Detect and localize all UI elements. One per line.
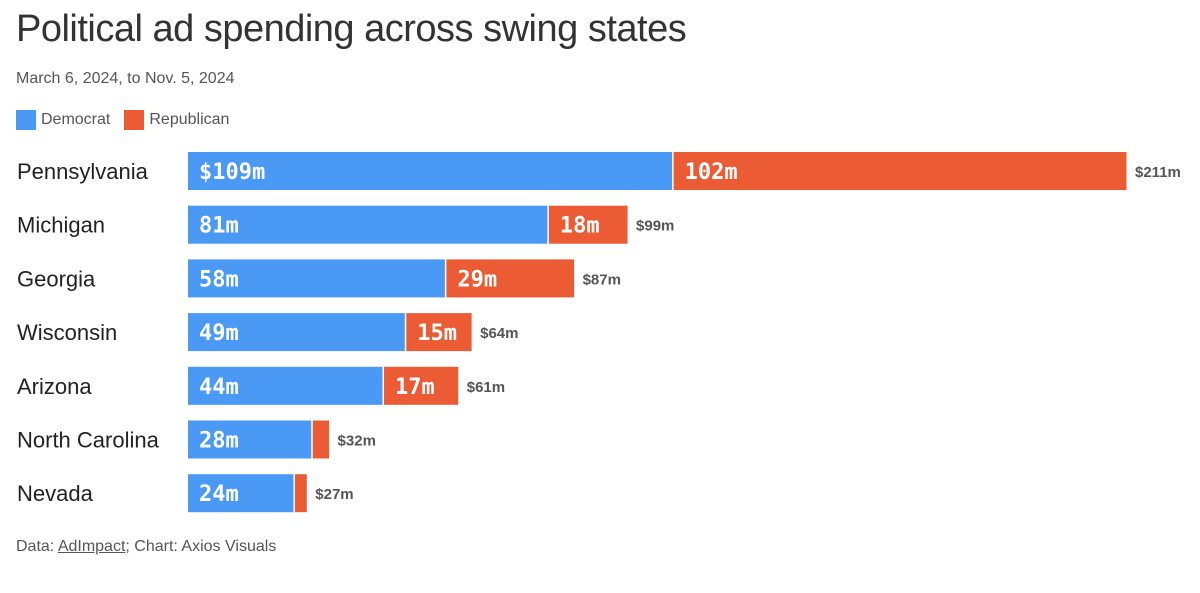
bar-democrat: [188, 259, 445, 298]
bar-value-label: 44m: [199, 375, 239, 400]
bar-republican: [312, 420, 330, 459]
footer: Data: AdImpact; Chart: Axios Visuals: [16, 538, 276, 556]
category-label: Nevada: [17, 481, 94, 506]
bar-republican: [548, 205, 628, 244]
total-label: $211m: [1135, 164, 1181, 181]
legend-item-republican: Republican: [124, 110, 229, 130]
bar-republican: [294, 474, 307, 513]
footer-prefix: Data:: [16, 538, 58, 555]
bar-democrat: [188, 205, 548, 244]
bar-value-label: 15m: [417, 321, 457, 346]
total-label: $27m: [315, 486, 353, 503]
legend-item-democrat: Democrat: [16, 110, 110, 130]
bar-democrat: [188, 420, 312, 459]
bar-republican: [406, 313, 472, 352]
bar-value-label: 81m: [199, 214, 239, 239]
bar-value-label: 29m: [457, 267, 497, 292]
chart-title: Political ad spending across swing state…: [16, 8, 687, 50]
bar-value-label: $109m: [199, 160, 265, 185]
legend-label-republican: Republican: [149, 111, 230, 128]
total-label: $87m: [583, 271, 621, 288]
bar-democrat: [188, 152, 673, 190]
bar-value-label: 18m: [560, 214, 600, 239]
bar-democrat: [188, 366, 383, 405]
footer-suffix: ; Chart: Axios Visuals: [125, 538, 277, 555]
category-label: Wisconsin: [17, 320, 117, 345]
bar-value-label: 49m: [199, 321, 239, 346]
bar-value-label: 17m: [395, 375, 435, 400]
legend-label-democrat: Democrat: [41, 111, 111, 128]
bar-republican: [673, 152, 1127, 190]
category-label: Pennsylvania: [17, 159, 149, 184]
category-label: North Carolina: [17, 428, 160, 453]
total-label: $32m: [338, 433, 376, 450]
bar-republican: [384, 366, 459, 405]
total-label: $64m: [480, 325, 518, 342]
source-link[interactable]: AdImpact: [57, 538, 126, 555]
bar-democrat: [188, 474, 294, 513]
bar-value-label: 28m: [199, 429, 239, 454]
bar-value-label: 102m: [685, 160, 738, 185]
bar-value-label: 24m: [199, 482, 239, 507]
category-label: Michigan: [17, 213, 105, 238]
chart-subtitle: March 6, 2024, to Nov. 5, 2024: [16, 70, 235, 87]
category-label: Georgia: [17, 266, 96, 291]
bar-democrat: [188, 313, 405, 352]
total-label: $99m: [636, 218, 674, 235]
legend-swatch-republican: [124, 110, 145, 130]
category-label: Arizona: [17, 374, 92, 399]
bar-republican: [446, 259, 575, 298]
legend: Democrat Republican: [16, 110, 243, 130]
total-label: $61m: [467, 379, 505, 396]
legend-swatch-democrat: [16, 110, 36, 130]
bar-value-label: 58m: [199, 267, 239, 292]
